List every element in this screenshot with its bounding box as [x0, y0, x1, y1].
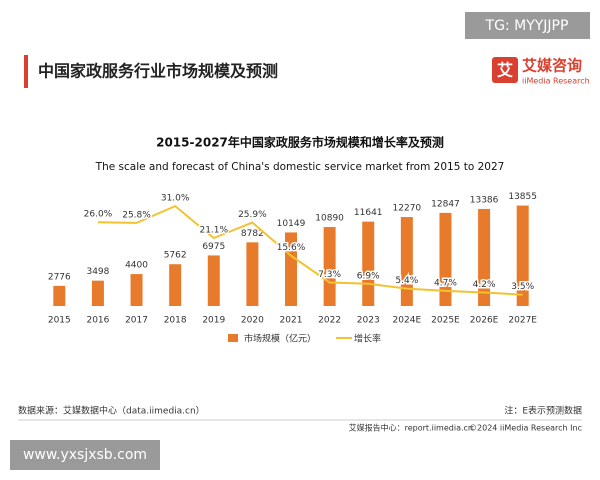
x-tick-label: 2018: [164, 316, 187, 326]
x-tick-label: 2024E: [393, 316, 422, 326]
x-tick-label: 2017: [125, 316, 148, 326]
bar: [285, 232, 297, 306]
line: [97, 204, 523, 296]
watermark: www.yxsjxsb.com: [23, 447, 147, 463]
source: 数据来源：艾媒数据中心（data.iimedia.cn）: [18, 405, 205, 417]
bar-label: 12847: [431, 199, 460, 209]
line-label: 25.8%: [122, 210, 151, 220]
report-center: 艾媒报告中心：report.iimedia.cn: [349, 423, 473, 433]
line-label: 3.5%: [511, 282, 534, 292]
bar: [207, 255, 220, 306]
bar: [323, 227, 336, 306]
header-title: 中国家政服务行业市场规模及预测: [38, 62, 278, 81]
watermark-box: [10, 440, 160, 470]
legend-swatch: [228, 334, 238, 342]
bar-label: 13855: [508, 192, 537, 202]
legend-label: 增长率: [354, 333, 381, 345]
bar-label: 5762: [164, 251, 187, 261]
line-label: 5.4%: [395, 276, 418, 286]
line-label: 15.6%: [277, 243, 306, 253]
line-label: 7.3%: [318, 270, 341, 280]
x-tick-label: 2023: [357, 316, 380, 326]
bar-label: 8782: [241, 229, 264, 239]
x-tick-label: 2026E: [470, 316, 499, 326]
bar: [91, 280, 104, 306]
x-tick-label: 2025E: [431, 316, 460, 326]
line-label: 26.0%: [84, 210, 113, 220]
watermark-box: [465, 12, 590, 39]
logo-icon-box: [492, 57, 518, 83]
logo-cn: 艾媒咨询: [522, 57, 582, 75]
line-label: 6.9%: [357, 271, 380, 281]
bar: [400, 217, 413, 306]
bar-label: 2776: [48, 272, 71, 282]
line-label: 31.0%: [161, 194, 190, 204]
line-label: 21.1%: [199, 226, 228, 236]
bar: [169, 264, 182, 306]
x-tick-label: 2019: [202, 316, 225, 326]
x-tick-label: 2027E: [508, 316, 537, 326]
bar: [478, 208, 491, 306]
line-label: 4.2%: [473, 280, 496, 290]
bar: [130, 274, 143, 306]
note: 注：E表示预测数据: [504, 405, 582, 417]
line-label: 25.9%: [238, 210, 267, 220]
bar-label: 6975: [202, 242, 225, 252]
bar-label: 12270: [393, 204, 422, 214]
x-tick-label: 2022: [318, 316, 341, 326]
bar: [362, 221, 375, 306]
bar-label: 3498: [86, 267, 109, 277]
x-tick-label: 2021: [280, 316, 303, 326]
bar: [53, 285, 66, 306]
x-tick-label: 2020: [241, 316, 264, 326]
copyright: ©2024 iiMedia Research Inc: [469, 424, 582, 433]
bar-label: 11641: [354, 208, 383, 218]
logo-icon: 艾: [497, 61, 513, 80]
logo-en: iiMedia Research: [522, 77, 590, 86]
bar-label: 4400: [125, 261, 148, 271]
chart-title: 2015-2027年中国家政服务市场规模和增长率及预测: [156, 135, 444, 150]
bar-label: 13386: [470, 195, 499, 205]
x-tick-label: 2015: [48, 316, 71, 326]
line-label: 4.7%: [434, 278, 457, 288]
bar: [516, 205, 529, 306]
x-tick-label: 2016: [86, 316, 109, 326]
legend-label: 市场规模（亿元）: [244, 333, 316, 345]
bar-label: 10890: [315, 214, 344, 224]
chart-subtitle: The scale and forecast of China's domest…: [95, 161, 505, 173]
bar-label: 10149: [277, 219, 306, 229]
watermark: TG: MYYJJPP: [485, 18, 569, 34]
bar: [439, 212, 452, 306]
header-bar: [24, 55, 28, 88]
bar: [246, 242, 259, 306]
